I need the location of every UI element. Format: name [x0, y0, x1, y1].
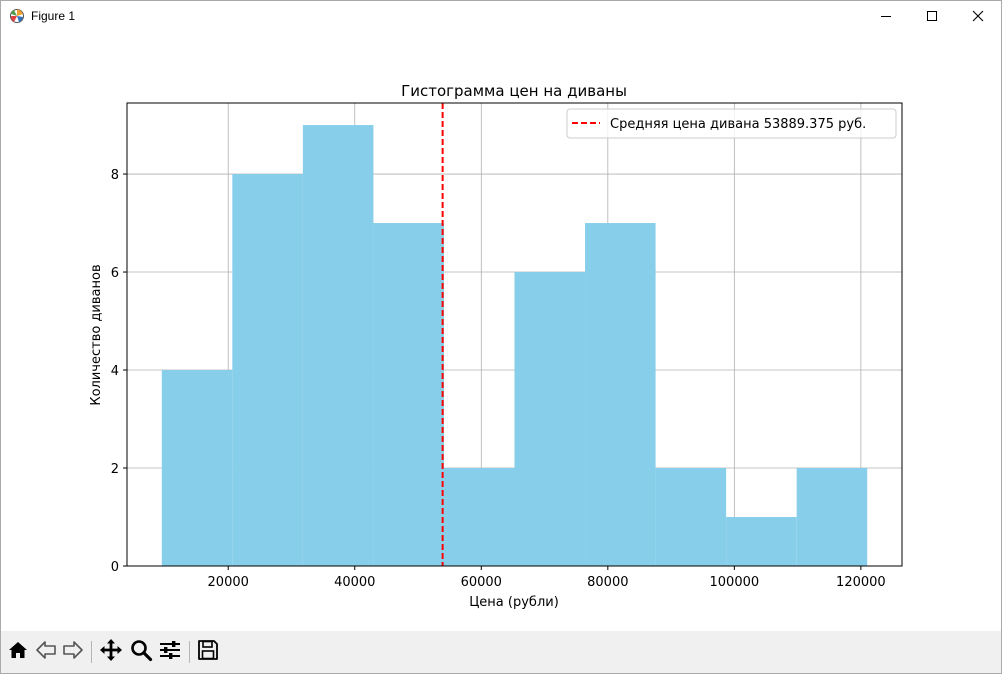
histogram-bar [232, 174, 303, 566]
histogram-bar [726, 517, 797, 566]
minimize-icon [880, 7, 892, 26]
x-tick-label: 20000 [208, 575, 249, 590]
y-tick-label: 6 [111, 266, 119, 281]
title-bar: Figure 1 [1, 1, 1001, 31]
x-tick-label: 40000 [334, 575, 375, 590]
back-icon [35, 639, 57, 665]
maximize-icon [926, 7, 938, 26]
y-axis-label: Количество диванов [89, 264, 104, 405]
toolbar-separator [189, 641, 190, 663]
configure-subplots-button[interactable] [157, 639, 183, 665]
axis-ticks: 20000 40000 60000 80000 100000 120000 0 2 4 6 8 [111, 168, 886, 590]
x-axis-label: Цена (рубли) [469, 595, 559, 610]
close-icon [972, 7, 984, 26]
legend-box [566, 108, 897, 139]
histogram-bar [302, 125, 374, 567]
save-button[interactable] [195, 639, 221, 665]
x-tick-label: 120000 [836, 575, 886, 590]
forward-button[interactable] [60, 639, 86, 665]
forward-icon [62, 639, 84, 665]
y-tick-label: 2 [111, 462, 119, 477]
pan-button[interactable] [98, 639, 124, 665]
axes-frame [126, 102, 903, 567]
histogram-bars [161, 125, 868, 567]
y-tick-label: 4 [111, 364, 119, 379]
toolbar-separator [91, 641, 92, 663]
pan-icon [99, 638, 123, 666]
maximize-button[interactable] [909, 1, 955, 31]
legend-label: Средняя цена дивана 53889.375 руб. [610, 117, 866, 132]
matplotlib-icon [9, 8, 25, 24]
histogram-bar [373, 223, 444, 566]
histogram-bar [796, 468, 868, 566]
x-tick-label: 60000 [461, 575, 502, 590]
zoom-button[interactable] [128, 639, 154, 665]
histogram-bar [514, 272, 586, 566]
home-button[interactable] [5, 639, 31, 665]
histogram-bar [655, 468, 727, 566]
chart-title: Гистограмма цен на диваны [401, 82, 627, 100]
close-button[interactable] [955, 1, 1001, 31]
configure-subplots-icon [158, 638, 182, 666]
zoom-icon [129, 638, 153, 666]
histogram-bar [161, 370, 233, 566]
navigation-toolbar [1, 631, 1001, 673]
y-tick-label: 0 [111, 560, 119, 575]
save-icon [197, 639, 219, 665]
back-button[interactable] [33, 639, 59, 665]
x-tick-label: 100000 [710, 575, 760, 590]
minimize-button[interactable] [863, 1, 909, 31]
legend: Средняя цена дивана 53889.375 руб. [566, 108, 897, 139]
y-tick-label: 8 [111, 168, 119, 183]
histogram-bar [585, 223, 656, 566]
histogram-bar [443, 468, 515, 566]
home-icon [7, 639, 29, 665]
window-title: Figure 1 [31, 9, 76, 23]
figure-canvas[interactable]: Гистограмма цен на диваны 20000 40000 6000… [1, 31, 1001, 631]
histogram-chart: Гистограмма цен на диваны 20000 40000 6000… [1, 31, 1001, 631]
x-tick-label: 80000 [587, 575, 628, 590]
